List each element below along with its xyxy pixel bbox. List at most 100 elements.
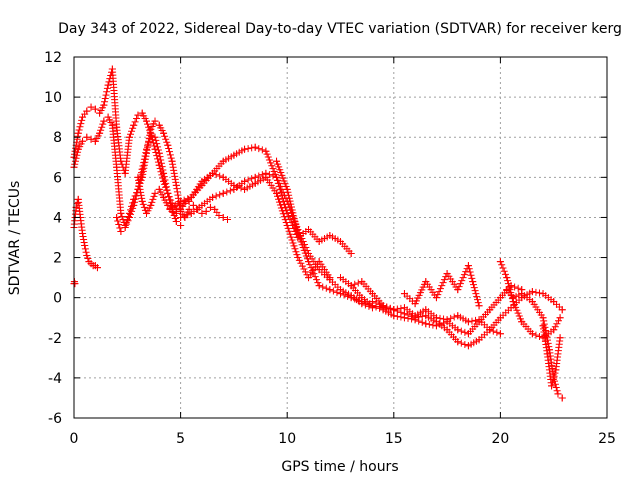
data-point: [155, 149, 163, 157]
data-point: [151, 117, 159, 125]
data-point: [347, 282, 355, 290]
data-point: [83, 133, 91, 141]
data-point: [556, 334, 564, 342]
data-point: [172, 209, 180, 217]
data-point: [326, 276, 334, 284]
y-axis-label: SDTVAR / TECUs: [7, 181, 23, 296]
data-point: [138, 197, 146, 205]
data-point: [206, 203, 214, 211]
data-point: [305, 225, 313, 233]
data-point: [454, 312, 462, 320]
data-point: [121, 169, 129, 177]
data-point: [117, 209, 125, 217]
series-sat-b: [70, 195, 101, 272]
data-point: [552, 366, 560, 374]
data-point: [187, 209, 195, 217]
data-point: [273, 189, 281, 197]
data-point: [151, 133, 159, 141]
data-point: [518, 290, 526, 298]
data-point: [219, 213, 227, 221]
data-point: [209, 193, 217, 201]
chart-title: Day 343 of 2022, Sidereal Day-to-day VTE…: [58, 21, 622, 37]
data-point: [96, 109, 104, 117]
data-point: [93, 264, 101, 272]
y-tick-label: 4: [53, 210, 62, 226]
data-point: [71, 280, 79, 288]
data-point: [142, 117, 150, 125]
data-point: [496, 294, 504, 302]
y-tick-label: -2: [48, 331, 62, 347]
data-point: [166, 205, 174, 213]
data-point: [155, 121, 163, 129]
data-point: [91, 105, 99, 113]
data-point: [134, 111, 142, 119]
y-tick-label: 8: [53, 130, 62, 146]
data-point: [147, 131, 155, 139]
data-point: [74, 195, 82, 203]
data-point: [172, 181, 180, 189]
data-point: [305, 258, 313, 266]
data-point: [443, 318, 451, 326]
data-point: [230, 151, 238, 159]
data-point: [79, 137, 87, 145]
data-point: [81, 242, 89, 250]
data-point: [83, 252, 91, 260]
y-tick-label: -4: [48, 371, 62, 387]
data-point: [273, 157, 281, 165]
data-point: [548, 382, 556, 390]
tick-layer: 0 5 10 15 20 25 -6 -4 -2 0 2 4 6 8 10 12: [44, 50, 616, 447]
data-point: [164, 201, 172, 209]
x-tick-label: 10: [278, 431, 296, 447]
data-point: [251, 173, 259, 181]
data-point: [283, 221, 291, 229]
data-point: [251, 179, 259, 187]
data-point: [79, 229, 87, 237]
data-point: [172, 217, 180, 225]
data-point: [379, 302, 387, 310]
series-sat-f: [134, 173, 232, 223]
data-point: [432, 294, 440, 302]
data-point: [315, 282, 323, 290]
series-markers: [166, 169, 334, 282]
data-point: [185, 205, 193, 213]
data-point: [91, 137, 99, 145]
data-point: [400, 304, 408, 312]
plot-frame: [73, 56, 608, 419]
x-tick-label: 20: [491, 431, 509, 447]
data-point: [528, 330, 536, 338]
series-sat-m: [368, 288, 566, 350]
data-point: [464, 342, 472, 350]
data-point: [358, 278, 366, 286]
data-point: [215, 211, 223, 219]
data-point: [198, 201, 206, 209]
data-point: [368, 298, 376, 306]
data-point: [411, 300, 419, 308]
y-tick-label: 6: [53, 170, 62, 186]
series-markers: [177, 143, 355, 258]
data-point: [358, 294, 366, 302]
data-point: [454, 286, 462, 294]
data-point: [130, 121, 138, 129]
data-point: [187, 193, 195, 201]
data-point: [100, 101, 108, 109]
data-point: [454, 326, 462, 334]
data-point: [509, 294, 517, 302]
data-point: [550, 298, 558, 306]
data-point: [454, 338, 462, 346]
data-point: [273, 173, 281, 181]
data-point: [117, 227, 125, 235]
data-point: [347, 250, 355, 258]
data-point: [496, 258, 504, 266]
data-point: [422, 312, 430, 320]
data-point: [164, 189, 172, 197]
data-point: [486, 306, 494, 314]
data-point: [422, 320, 430, 328]
data-point: [337, 238, 344, 246]
series-sat-q: [539, 322, 564, 390]
y-tick-label: 2: [53, 251, 62, 267]
data-point: [400, 290, 408, 298]
data-point: [224, 215, 232, 223]
grid-layer: [74, 57, 607, 418]
data-point: [138, 109, 146, 117]
